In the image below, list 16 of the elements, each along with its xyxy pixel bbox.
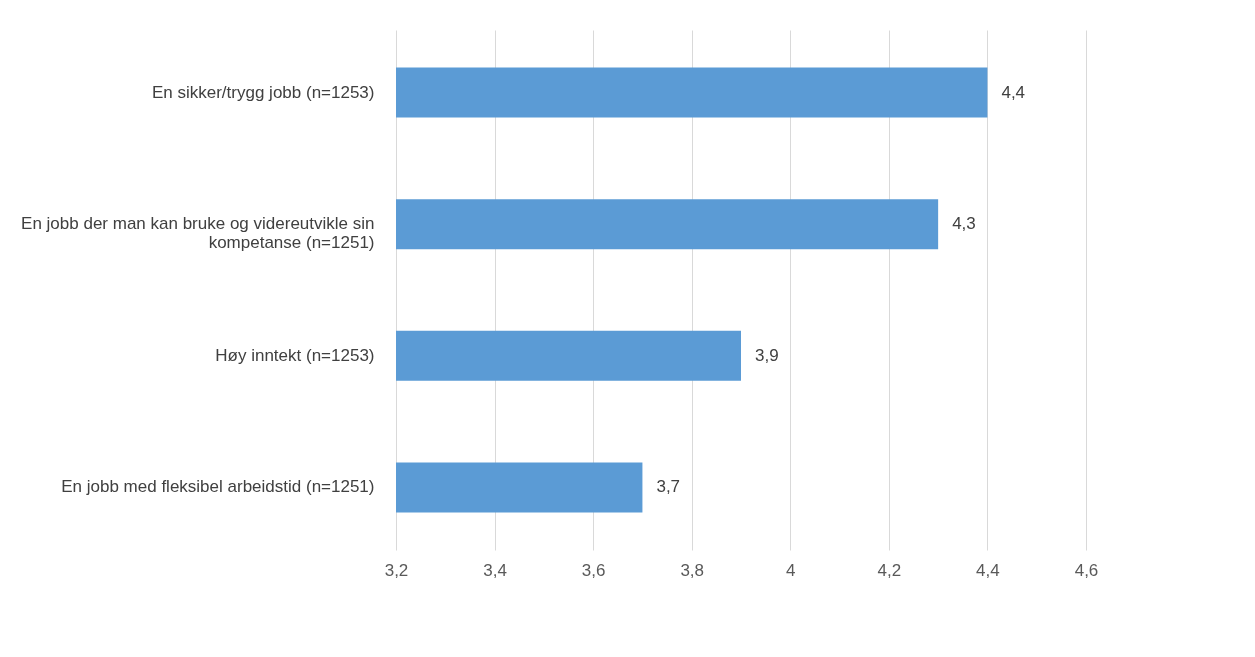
data-label: 4,4	[1001, 82, 1026, 102]
x-tick-label: 3,8	[680, 560, 705, 580]
x-tick-label: 3,6	[581, 560, 606, 580]
y-tick-label: En sikker/trygg jobb (n=1253)	[151, 82, 375, 102]
data-label: 3,7	[656, 477, 681, 497]
y-tick-label: Høy inntekt (n=1253)	[215, 345, 375, 365]
data-label: 3,9	[755, 345, 779, 365]
x-tick-label: 3,2	[384, 560, 409, 580]
y-tick-label: En jobb der man kan bruke og videreutvikle sin kompetanse (n=1251)	[21, 214, 375, 253]
x-tick-label: 4,2	[877, 560, 902, 580]
x-tick-label: 4,4	[976, 560, 1000, 580]
y-tick-label: En jobb med fleksibel arbeidstid (n=1251)	[61, 477, 375, 497]
x-tick-label: 3,4	[483, 560, 507, 580]
x-tick-label: 4	[786, 560, 796, 580]
data-label: 4,3	[952, 214, 976, 234]
x-tick-label: 4,6	[1074, 560, 1099, 580]
